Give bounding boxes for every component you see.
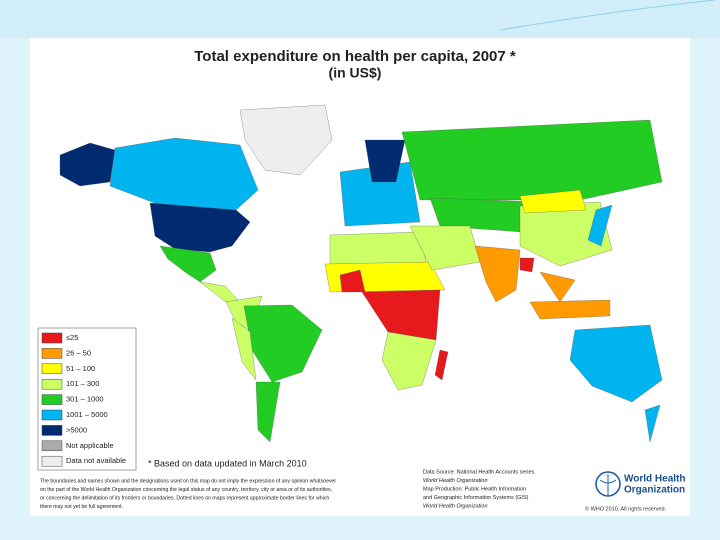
country-region: [519, 189, 587, 214]
legend-label: Not applicable: [66, 441, 114, 450]
country-region: [329, 231, 427, 267]
copyright: © WHO 2010. All rights reserved.: [585, 505, 667, 512]
legend-swatch: [41, 425, 63, 436]
legend-label: Data not available: [66, 456, 126, 465]
legend-swatch: [41, 440, 63, 452]
top-banner: [0, 0, 720, 38]
country-region: [59, 142, 116, 187]
country-region: [474, 245, 521, 303]
legend: ≤25 26 – 50 51 – 100 101 – 300 301 – 1000 100…: [41, 332, 126, 467]
country-region: [149, 202, 251, 253]
country-region: [381, 331, 437, 391]
legend-swatch: [41, 378, 63, 390]
country-region: [401, 119, 663, 201]
footnote: * Based on data updated in March 2010: [148, 458, 307, 468]
disclaimer-line: there may not yet be full agreement.: [40, 504, 123, 510]
legend-label: 1001 – 5000: [66, 410, 108, 419]
legend-label: 101 – 300: [66, 379, 99, 388]
subtitle: (in US$): [329, 65, 382, 81]
legend-label: ≤25: [66, 333, 78, 342]
country-region: [539, 271, 576, 303]
country-region: [569, 324, 663, 403]
legend-swatch: [41, 332, 63, 344]
legend-label: 26 – 50: [66, 348, 91, 357]
country-region: [434, 349, 449, 381]
source-line: Data Source: National Health Accounts se…: [423, 469, 536, 475]
country-region: [529, 299, 611, 320]
country-region: [644, 404, 661, 443]
legend-swatch: [41, 455, 63, 467]
banner-swoosh: [499, 0, 716, 31]
world-map: [59, 104, 663, 443]
source-line: and Geographic Information Systems (GIS): [423, 495, 529, 501]
logo-line: World Health: [624, 474, 685, 485]
legend-swatch: [41, 394, 63, 405]
source: Data Source: National Health Accounts se…: [423, 469, 536, 509]
disclaimer-line: on the part of the World Health Organiza…: [40, 487, 332, 493]
country-region: [239, 104, 333, 176]
source-line: World Health Organization: [423, 503, 488, 509]
legend-swatch: [41, 348, 63, 359]
legend-label: 51 – 100: [66, 364, 95, 373]
logo-line: Organization: [624, 485, 685, 496]
country-region: [519, 201, 613, 267]
country-region: [231, 317, 257, 381]
country-region: [519, 257, 535, 273]
title: Total expenditure on health per capita, …: [194, 48, 516, 65]
country-region: [255, 381, 281, 443]
legend-label: >5000: [66, 425, 87, 434]
who-emblem-staff: [599, 474, 617, 496]
disclaimer-line: The boundaries and names shown and the d…: [40, 478, 336, 484]
disclaimer: The boundaries and names shown and the d…: [40, 478, 336, 510]
legend-label: 301 – 1000: [66, 395, 104, 404]
country-region: [587, 204, 613, 247]
source-line: World Health Organization: [423, 478, 488, 484]
legend-swatch: [41, 363, 63, 375]
country-region: [109, 137, 259, 211]
country-region: [364, 139, 406, 183]
disclaimer-line: or concerning the delimitation of its fr…: [40, 495, 329, 501]
source-line: Map Production: Public Health Informatio…: [423, 486, 526, 492]
legend-swatch: [41, 409, 63, 421]
